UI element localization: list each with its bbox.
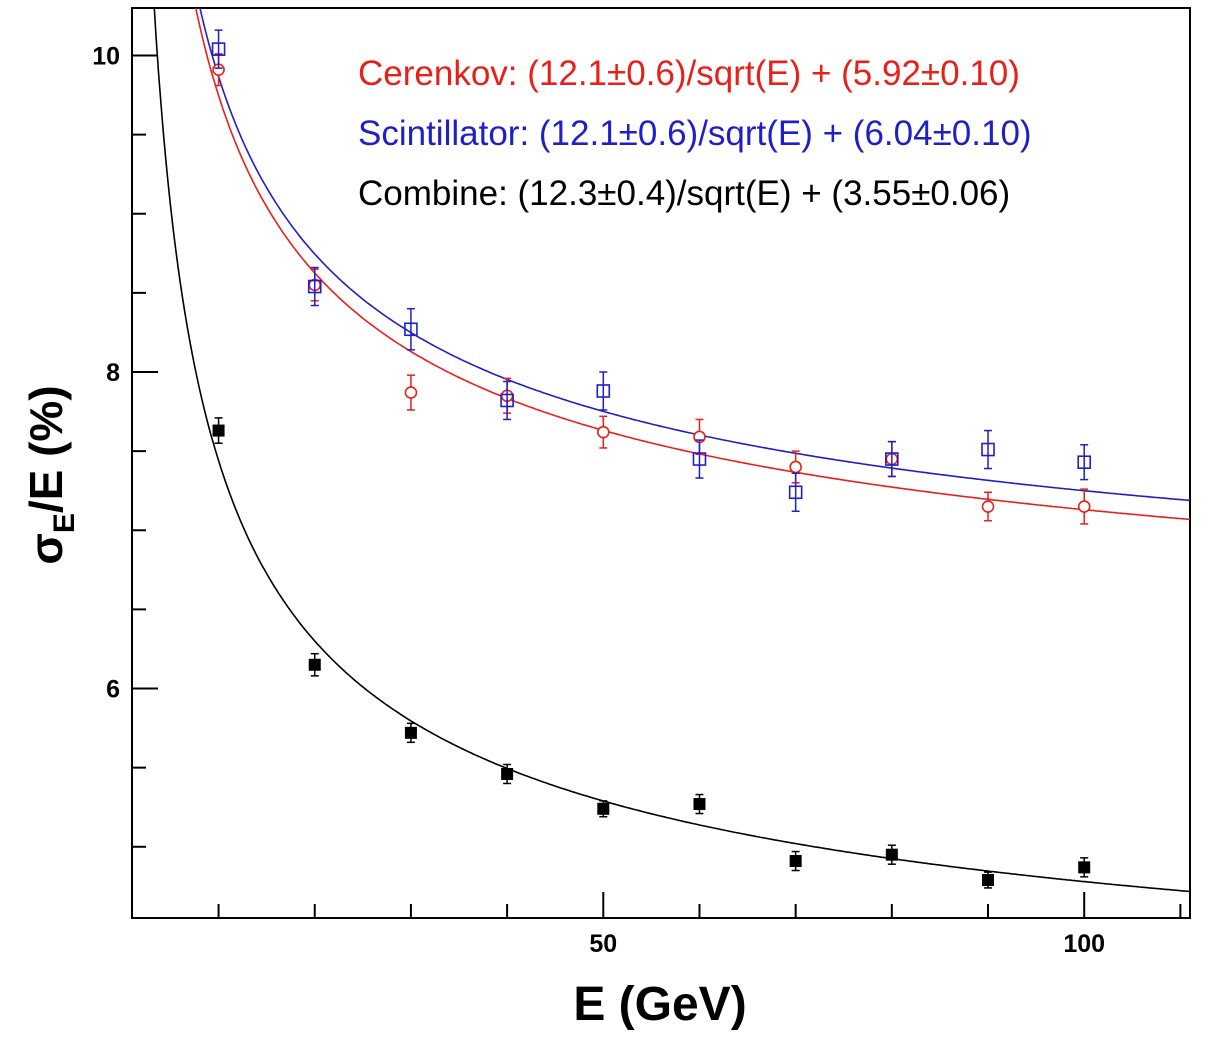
fit-curves: [153, 8, 1190, 893]
plot-border: [131, 7, 1191, 919]
fit-curve-combine: [153, 8, 1190, 893]
data-point-scintillator: [885, 452, 899, 466]
data-point-scintillator: [692, 452, 707, 466]
data-point-scintillator: [307, 279, 322, 294]
y-tick-label: 8: [106, 359, 120, 387]
data-point-combine: [693, 798, 706, 811]
data-point-combine: [885, 848, 898, 861]
y-tick-label: 6: [106, 676, 120, 704]
data-point-scintillator: [596, 384, 611, 398]
y-axis-title-rest: /E (%): [20, 385, 72, 513]
data-point-combine: [1078, 861, 1091, 874]
data-point-combine: [308, 658, 321, 671]
data-point-scintillator: [404, 322, 418, 337]
fit-curve-cerenkov: [194, 8, 1190, 521]
data-point-scintillator: [788, 485, 803, 500]
fit-curve-scintillator: [199, 8, 1190, 502]
data-point-combine: [789, 855, 802, 868]
x-tick-label: 100: [1063, 930, 1105, 958]
data-point-cerenkov: [404, 386, 418, 399]
data-point-combine: [212, 424, 225, 437]
data-point-scintillator: [1077, 455, 1091, 470]
annotation-combine: Combine: (12.3±0.4)/sqrt(E) + (3.55±0.06…: [358, 174, 1010, 213]
data-point-cerenkov: [789, 460, 802, 474]
annotation-scintillator: Scintillator: (12.1±0.6)/sqrt(E) + (6.04…: [358, 114, 1032, 153]
data-point-scintillator: [211, 42, 226, 56]
annotation-cerenkov: Cerenkov: (12.1±0.6)/sqrt(E) + (5.92±0.1…: [358, 54, 1020, 93]
data-point-combine: [404, 726, 417, 739]
x-axis-title: E (GeV): [573, 978, 746, 1031]
data-point-combine: [597, 802, 610, 815]
data-point-cerenkov: [1077, 500, 1091, 513]
data-point-cerenkov: [981, 500, 995, 513]
y-axis-title: σE/E (%): [20, 385, 81, 564]
data-point-scintillator: [981, 442, 995, 457]
data-point-combine: [501, 767, 514, 780]
data-point-cerenkov: [596, 425, 610, 439]
y-tick-label: 10: [92, 42, 120, 70]
axis-ticks: 6 8 10 50 100: [92, 42, 1182, 958]
y-axis-title-sigma: σ: [20, 533, 72, 564]
data-point-scintillator: [500, 393, 514, 408]
x-tick-label: 50: [589, 930, 617, 958]
data-point-combine: [982, 874, 995, 887]
y-axis-title-subscript: E: [48, 513, 81, 533]
data-markers: [211, 29, 1091, 889]
plot-frame: [131, 7, 1191, 919]
